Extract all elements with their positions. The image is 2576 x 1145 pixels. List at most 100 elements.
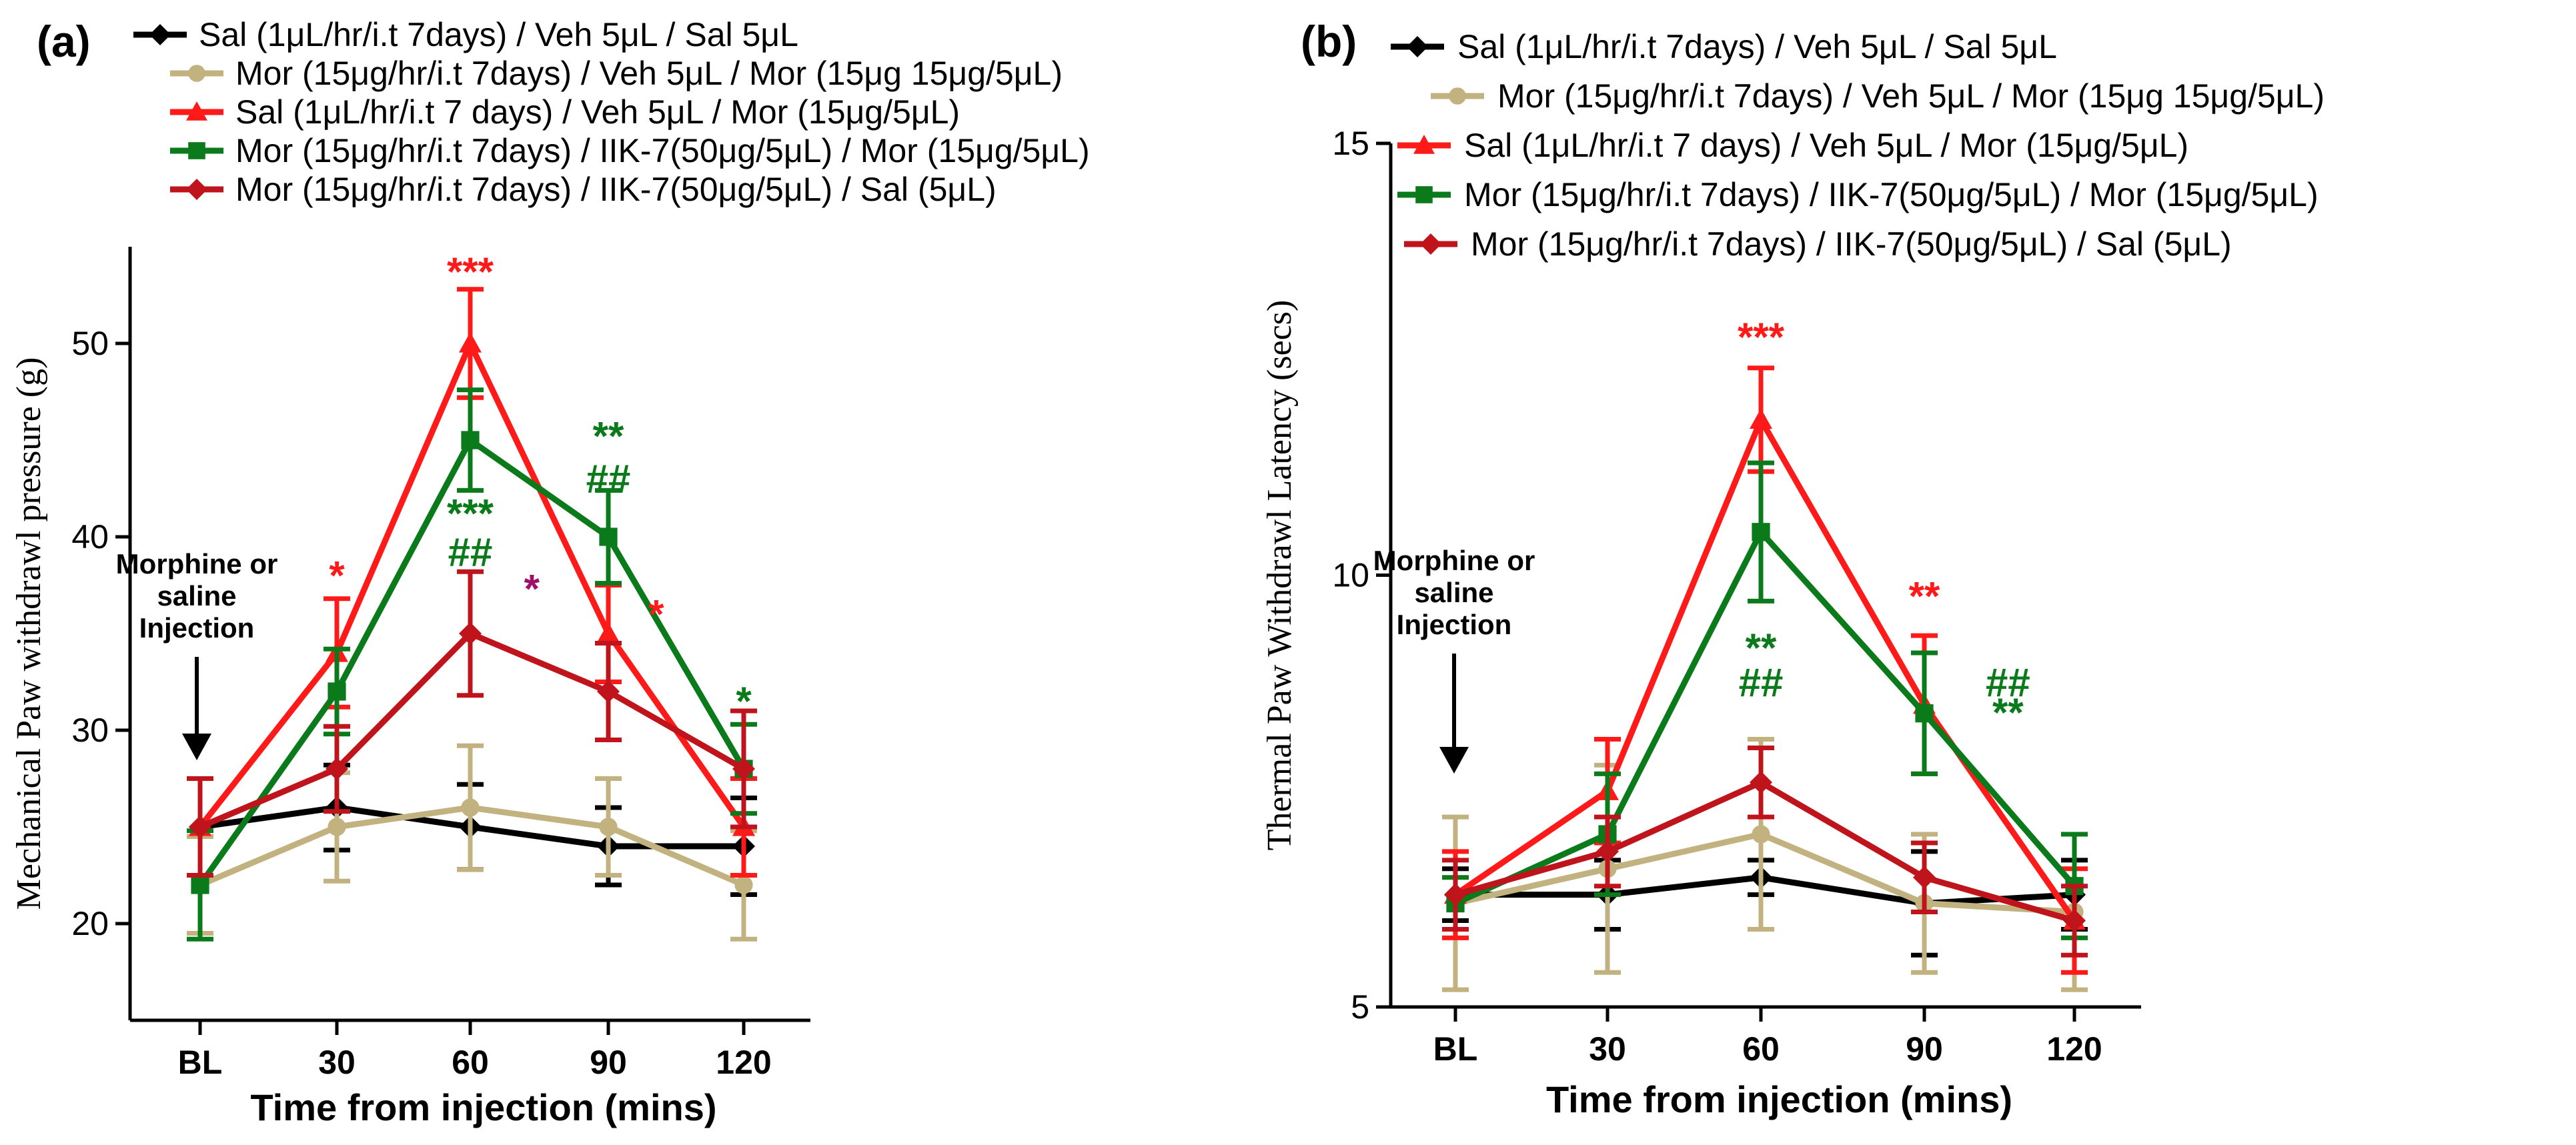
significance-marker: **: [593, 414, 624, 459]
data-point: [597, 622, 620, 643]
annotation-text: saline: [157, 580, 236, 612]
x-tick-label: BL: [1433, 1030, 1478, 1068]
significance-marker: **: [1746, 626, 1777, 670]
data-point: [1915, 704, 1934, 723]
data-point: [461, 798, 480, 817]
data-point: [191, 876, 209, 894]
panel-letter: (b): [1301, 17, 1357, 66]
legend-entry: Mor (15μg/hr/i.t 7days) / IIK-7(50μg/5μL…: [1404, 225, 2232, 263]
data-point: [1913, 866, 1936, 889]
annotation-text: Morphine or: [1373, 545, 1535, 576]
arrow-icon: [182, 734, 211, 760]
significance-marker: ***: [1738, 315, 1785, 359]
x-axis-label: Time from injection (mins): [1546, 1078, 2012, 1120]
x-tick-label: 90: [590, 1044, 627, 1081]
legend-label: Mor (15μg/hr/i.t 7days) / IIK-7(50μg/5μL…: [235, 132, 1090, 169]
legend-label: Sal (1μL/hr/i.t 7 days) / Veh 5μL / Mor …: [1464, 127, 2188, 164]
annotation-text: Injection: [1397, 609, 1512, 640]
legend-entry: Sal (1μL/hr/i.t 7 days) / Veh 5μL / Mor …: [170, 93, 960, 131]
x-tick-label: 30: [318, 1044, 356, 1081]
x-tick-label: 30: [1589, 1030, 1626, 1068]
y-tick-label: 50: [71, 325, 109, 362]
annotation-text: Injection: [139, 612, 255, 644]
legend-marker: [149, 24, 171, 45]
x-axis-label: Time from injection (mins): [250, 1086, 716, 1128]
data-point: [1750, 408, 1772, 429]
data-point: [459, 332, 482, 353]
legend-label: Mor (15μg/hr/i.t 7days) / Veh 5μL / Mor …: [1497, 77, 2325, 115]
legend-entry: Mor (15μg/hr/i.t 7days) / IIK-7(50μg/5μL…: [170, 171, 997, 208]
legend-marker: [1449, 87, 1466, 105]
panel-a: (a) Sal (1μL/hr/i.t 7days) / Veh 5μL / Sa…: [10, 16, 1090, 1128]
data-point: [734, 876, 753, 894]
data-point: [1444, 883, 1467, 906]
significance-marker: **: [1909, 574, 1940, 618]
data-point: [1750, 771, 1772, 794]
annotation-text: saline: [1414, 577, 1493, 608]
significance-marker: ***: [447, 491, 494, 536]
x-tick-label: 60: [452, 1044, 489, 1081]
data-point: [1596, 840, 1619, 863]
legend-entry: Mor (15μg/hr/i.t 7days) / IIK-7(50μg/5μL…: [170, 132, 1090, 169]
data-series: [1442, 460, 2088, 940]
legend-marker: [1415, 186, 1433, 203]
x-tick-label: 90: [1906, 1030, 1943, 1068]
data-point: [328, 682, 346, 701]
legend-marker: [1407, 36, 1428, 57]
significance-marker: **: [1992, 690, 2024, 735]
legend-entry: Mor (15μg/hr/i.t 7days) / Veh 5μL / Mor …: [170, 55, 1063, 92]
legend-marker: [186, 101, 207, 121]
legend-label: Mor (15μg/hr/i.t 7days) / Veh 5μL / Mor …: [235, 55, 1063, 92]
data-point: [732, 758, 755, 780]
significance-marker: ***: [447, 249, 494, 294]
x-tick-label: 120: [716, 1044, 771, 1081]
legend-marker: [188, 65, 205, 82]
data-point: [459, 622, 482, 645]
y-tick-label: 5: [1351, 988, 1369, 1026]
significance-marker: *: [524, 567, 540, 612]
data-point: [326, 758, 348, 780]
legend-marker: [186, 179, 207, 200]
y-axis-label: Mechanical Paw withdrawl pressure (g): [10, 357, 48, 910]
data-point: [328, 818, 346, 836]
x-tick-label: 60: [1742, 1030, 1780, 1068]
legend-marker: [1420, 233, 1441, 255]
data-point: [189, 816, 211, 838]
panel-b: (b) Sal (1μL/hr/i.t 7days) / Veh 5μL / Sa…: [1261, 17, 2325, 1120]
legend-entry: Mor (15μg/hr/i.t 7days) / Veh 5μL / Mor …: [1431, 77, 2325, 115]
annotation-text: Morphine or: [116, 548, 278, 580]
significance-marker: ##: [586, 456, 631, 501]
data-series: [187, 569, 757, 878]
x-tick-label: BL: [178, 1044, 223, 1081]
legend-label: Sal (1μL/hr/i.t 7days) / Veh 5μL / Sal 5…: [199, 16, 798, 53]
x-tick-label: 120: [2046, 1030, 2102, 1068]
data-point: [2063, 909, 2086, 932]
data-point: [461, 431, 480, 449]
significance-marker: *: [648, 592, 664, 636]
legend-entry: Sal (1μL/hr/i.t 7days) / Veh 5μL / Sal 5…: [133, 16, 798, 53]
data-point: [1752, 825, 1770, 844]
data-series: [1442, 746, 2088, 958]
significance-marker: ##: [448, 530, 493, 575]
legend-label: Sal (1μL/hr/i.t 7 days) / Veh 5μL / Mor …: [235, 93, 960, 131]
significance-marker: *: [736, 679, 752, 724]
data-point: [599, 527, 618, 546]
legend-entry: Sal (1μL/hr/i.t 7days) / Veh 5μL / Sal 5…: [1391, 28, 2057, 65]
y-tick-label: 40: [71, 518, 109, 555]
significance-marker: ##: [1739, 660, 1784, 705]
legend-marker: [188, 142, 205, 159]
y-axis-label: Thermal Paw Withdrawl Latency (secs): [1261, 300, 1299, 851]
legend-entry: Mor (15μg/hr/i.t 7days) / IIK-7(50μg/5μL…: [1397, 176, 2319, 213]
legend-label: Mor (15μg/hr/i.t 7days) / IIK-7(50μg/5μL…: [235, 171, 997, 208]
legend-marker: [1413, 135, 1435, 154]
y-tick-label: 15: [1332, 125, 1369, 162]
data-point: [1752, 523, 1770, 541]
y-tick-label: 30: [71, 712, 109, 749]
y-tick-label: 20: [71, 905, 109, 942]
y-tick-label: 10: [1332, 557, 1369, 594]
significance-marker: ##: [1986, 660, 2030, 705]
